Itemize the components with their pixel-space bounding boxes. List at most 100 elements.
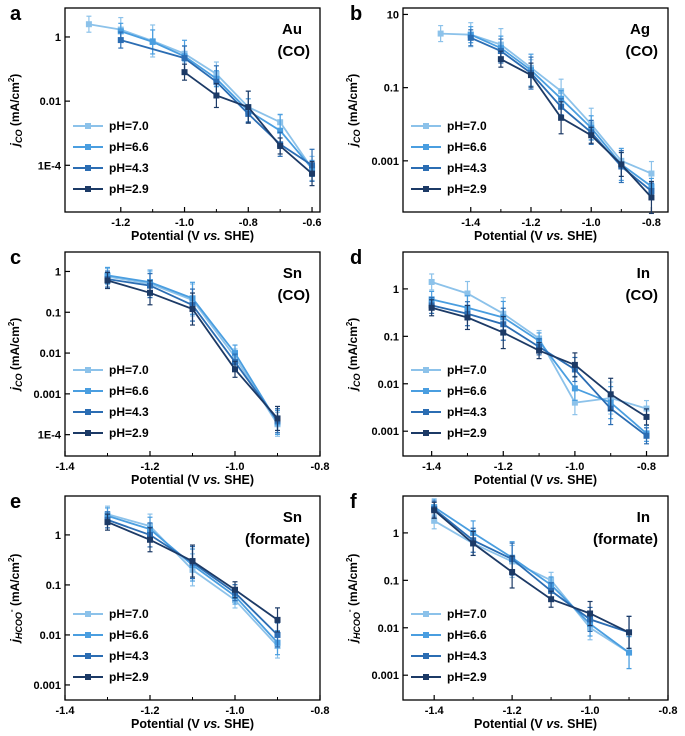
data-point xyxy=(428,304,435,311)
panel-b: b -1.4 -1.2 -1.0 -0.8 10 0.1 0.001 Potential (V … xyxy=(345,3,669,243)
x-tick-label: -1.0 xyxy=(226,461,245,473)
series-line xyxy=(88,23,313,169)
legend-marker xyxy=(85,674,91,680)
legend-marker xyxy=(85,653,91,659)
legend-marker xyxy=(423,144,429,150)
x-tick-label: -0.8 xyxy=(311,461,330,473)
data-point xyxy=(232,350,238,357)
y-axis-label: jHCOO- (mA/cm2) xyxy=(7,554,24,645)
legend-label: pH=4.3 xyxy=(109,161,149,175)
data-point xyxy=(587,610,594,617)
data-point xyxy=(536,347,543,354)
x-tick-label: -1.0 xyxy=(581,705,600,717)
data-point xyxy=(147,536,153,543)
panel-a: a -1.2 -1.0 -0.8 -0.6 1 0.01 1E-4 Potential (V v… xyxy=(7,3,322,243)
panel-f: f -1.4 -1.2 -1.0 -0.8 1 0.1 0.01 0.001 Potential … xyxy=(345,491,677,731)
panel-letter: c xyxy=(10,247,21,269)
data-point xyxy=(626,649,633,656)
y-tick-label: 10 xyxy=(387,9,399,21)
legend: pH=7.0 pH=6.6 pH=4.3 pH=2.9 xyxy=(411,119,487,196)
x-axis-label: Potential (V vs. SHE) xyxy=(131,717,254,731)
y-tick-label: 0.001 xyxy=(33,680,61,692)
legend-label: pH=2.9 xyxy=(447,670,487,684)
legend-marker xyxy=(423,409,429,415)
x-tick-label: -1.2 xyxy=(521,217,540,229)
legend-label: pH=7.0 xyxy=(447,363,487,377)
data-point xyxy=(470,540,477,547)
legend-marker xyxy=(423,165,429,171)
x-tick-label: -0.6 xyxy=(303,217,322,229)
data-point xyxy=(104,277,111,284)
x-tick-label: -1.4 xyxy=(56,461,76,473)
data-point xyxy=(497,56,504,63)
legend-marker xyxy=(423,632,429,638)
data-point xyxy=(437,30,444,37)
legend-marker xyxy=(85,388,91,394)
y-tick-label: 0.01 xyxy=(378,623,399,635)
x-tick-label: -1.4 xyxy=(56,705,76,717)
data-point xyxy=(648,194,655,201)
data-point xyxy=(274,616,281,623)
plot-frame xyxy=(402,251,669,457)
series-pH=2.9 xyxy=(104,513,281,633)
x-axis-label: Potential (V vs. SHE) xyxy=(474,717,597,731)
y-tick-label: 0.1 xyxy=(46,580,61,592)
data-point xyxy=(309,170,316,177)
panel-d: d -1.4 -1.2 -1.0 -0.8 1 0.1 0.01 0.001 Potential … xyxy=(345,247,669,487)
legend-label: pH=6.6 xyxy=(447,628,487,642)
y-tick-label: 1 xyxy=(393,528,399,540)
y-tick-label: 1E-4 xyxy=(38,160,62,172)
legend-marker xyxy=(423,430,429,436)
data-point xyxy=(558,114,565,121)
data-point xyxy=(147,289,153,296)
panel-letter: e xyxy=(10,491,21,513)
data-point xyxy=(648,170,655,177)
metal-label: Sn xyxy=(283,265,302,282)
product-label: (formate) xyxy=(245,531,310,548)
plot-frame xyxy=(64,495,321,701)
product-label: (CO) xyxy=(626,287,659,304)
data-point xyxy=(571,399,578,406)
y-axis-label: jCO (mA/cm2) xyxy=(7,74,24,149)
y-tick-label: 0.1 xyxy=(46,307,61,319)
legend-marker xyxy=(423,367,429,373)
x-axis-label: Potential (V vs. SHE) xyxy=(131,473,254,487)
legend-marker xyxy=(423,653,429,659)
metal-label: Au xyxy=(282,21,302,38)
series-pH=2.9 xyxy=(181,63,316,187)
data-point xyxy=(277,142,284,149)
y-tick-label: 0.01 xyxy=(40,630,61,642)
legend-label: pH=7.0 xyxy=(447,119,487,133)
y-tick-label: 0.001 xyxy=(371,426,399,438)
data-point xyxy=(213,78,220,85)
y-tick-label: 0.001 xyxy=(371,670,399,682)
legend-label: pH=4.3 xyxy=(109,405,149,419)
metal-label: Ag xyxy=(630,21,650,38)
x-tick-label: -1.2 xyxy=(503,705,522,717)
legend-marker xyxy=(423,123,429,129)
y-tick-label: 0.1 xyxy=(384,575,399,587)
data-point xyxy=(571,385,578,392)
data-point xyxy=(643,413,650,420)
x-tick-label: -1.2 xyxy=(141,705,160,717)
y-tick-label: 0.1 xyxy=(384,83,399,95)
legend-marker xyxy=(423,611,429,617)
panel-letter: b xyxy=(350,3,362,25)
product-label: (CO) xyxy=(278,43,311,60)
metal-label: In xyxy=(637,509,650,526)
data-point xyxy=(500,329,507,336)
series-pH=6.6 xyxy=(431,498,633,670)
legend-marker xyxy=(85,186,91,192)
series-pH=2.9 xyxy=(428,299,650,426)
series-pH=2.9 xyxy=(431,501,633,649)
x-axis-label: Potential (V vs. SHE) xyxy=(474,473,597,487)
legend-label: pH=7.0 xyxy=(109,119,149,133)
panel-e: e -1.4 -1.2 -1.0 -0.8 1 0.1 0.01 0.001 Potential … xyxy=(7,491,329,731)
legend: pH=7.0 pH=6.6 pH=4.3 pH=2.9 xyxy=(73,607,149,684)
metal-label: In xyxy=(637,265,650,282)
y-tick-label: 0.001 xyxy=(371,156,399,168)
legend-label: pH=4.3 xyxy=(447,161,487,175)
legend-label: pH=2.9 xyxy=(109,182,149,196)
legend-marker xyxy=(85,611,91,617)
